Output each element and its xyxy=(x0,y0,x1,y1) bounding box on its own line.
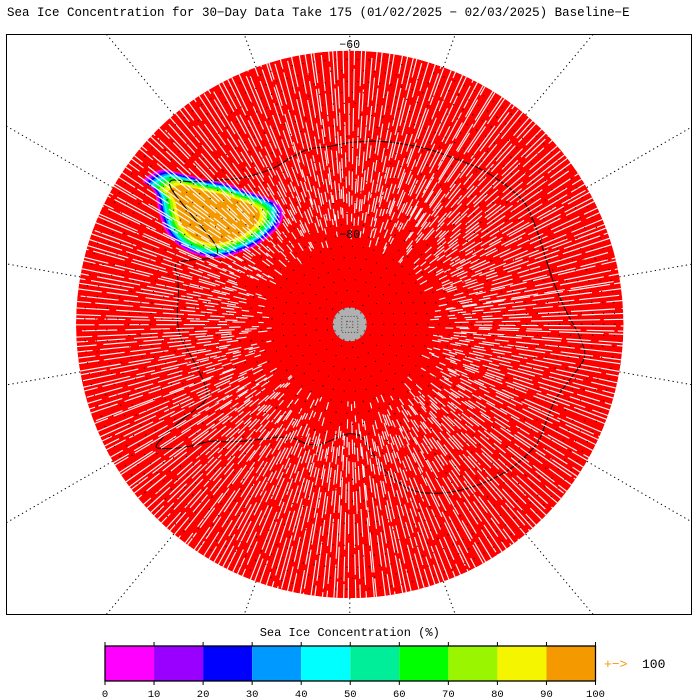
svg-text:+−>: +−> xyxy=(604,657,628,672)
svg-text:30: 30 xyxy=(246,689,259,700)
svg-text:80: 80 xyxy=(491,689,504,700)
svg-text:−60: −60 xyxy=(339,39,360,52)
svg-text:100: 100 xyxy=(642,657,665,672)
svg-text:40: 40 xyxy=(295,689,308,700)
svg-text:90: 90 xyxy=(540,689,553,700)
svg-text:−80: −80 xyxy=(339,229,360,242)
svg-text:60: 60 xyxy=(393,689,406,700)
svg-text:0: 0 xyxy=(102,689,108,700)
svg-text:10: 10 xyxy=(148,689,161,700)
svg-text:Sea Ice Concentration (%): Sea Ice Concentration (%) xyxy=(260,626,440,640)
svg-text:70: 70 xyxy=(442,689,455,700)
svg-text:20: 20 xyxy=(197,689,210,700)
svg-text:100: 100 xyxy=(586,689,605,700)
svg-text:50: 50 xyxy=(344,689,357,700)
